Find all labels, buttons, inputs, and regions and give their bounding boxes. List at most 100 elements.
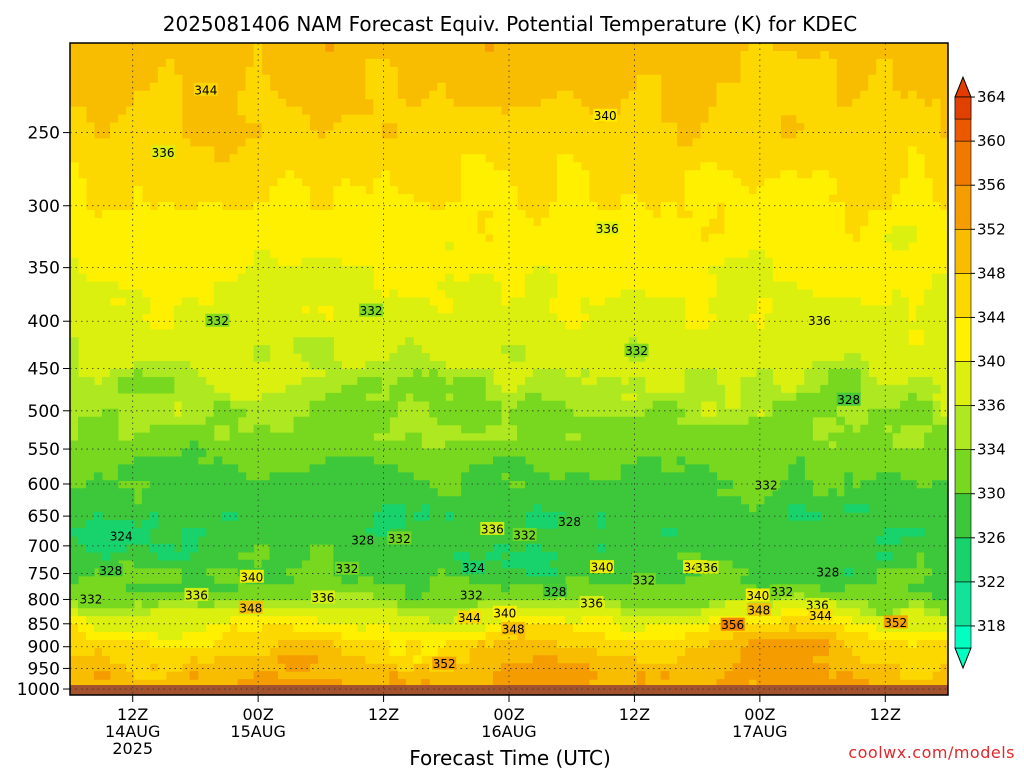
contour-label-bg <box>746 602 771 616</box>
contour-label-bg <box>808 608 833 622</box>
x-tick-label: 16AUG <box>481 722 536 741</box>
contour-label: 336 <box>152 146 175 160</box>
contour-label-bg <box>512 527 537 541</box>
contour-label: 328 <box>837 393 860 407</box>
colorbar-swatch <box>954 405 972 450</box>
chart-title: 2025081406 NAM Forecast Equiv. Potential… <box>163 12 857 36</box>
contour-label-bg <box>238 600 263 614</box>
contour-label: 356 <box>721 618 744 632</box>
colorbar-label: 356 <box>977 176 1006 194</box>
colorbar-swatch <box>954 493 972 539</box>
colorbar-swatch <box>954 361 972 406</box>
contour-label: 328 <box>99 564 122 578</box>
colorbar-swatch <box>954 537 972 583</box>
contour-label: 340 <box>240 570 263 584</box>
contour-label-bg <box>109 529 134 543</box>
theta-e-field <box>70 43 948 695</box>
x-tick-label: 12Z <box>117 705 148 724</box>
contour-label: 344 <box>458 611 481 625</box>
contour-label: 332 <box>206 314 229 328</box>
y-tick-label: 750 <box>28 565 60 585</box>
contour-label: 336 <box>185 588 208 602</box>
contour-label-bg <box>754 477 779 491</box>
contour-label-bg <box>205 313 230 327</box>
contour-label: 336 <box>695 561 718 575</box>
colorbar-swatch <box>954 581 972 627</box>
contour-label: 344 <box>809 609 832 623</box>
contour-label: 324 <box>462 561 485 575</box>
colorbar-swatch <box>954 273 972 318</box>
colorbar-label: 344 <box>977 308 1006 326</box>
y-tick-label: 850 <box>28 615 60 635</box>
contour-label: 332 <box>770 585 793 599</box>
y-tick-label: 500 <box>28 402 60 422</box>
contour-label: 332 <box>460 588 483 602</box>
contour-label: 340 <box>493 606 516 620</box>
y-tick-label: 650 <box>28 507 60 527</box>
contour-label: 328 <box>558 515 581 529</box>
contour-label: 340 <box>594 109 617 123</box>
colorbar-label: 340 <box>977 353 1006 371</box>
y-tick-label: 250 <box>28 124 60 144</box>
x-tick-label: 15AUG <box>230 722 285 741</box>
contour-label-bg <box>624 343 649 357</box>
contour-label-bg <box>720 617 745 631</box>
colorbar-label: 318 <box>977 617 1006 635</box>
colorbar-swatch <box>954 228 972 274</box>
x-tick-label: 00Z <box>744 705 775 724</box>
contour-label: 332 <box>513 528 536 542</box>
contour-label: 328 <box>544 585 567 599</box>
contour-band <box>70 337 948 625</box>
contour-label-bg <box>769 584 794 598</box>
contour-label-bg <box>745 588 770 602</box>
contour-label-bg <box>557 514 582 528</box>
contour-label-bg <box>387 531 412 545</box>
contour-label: 332 <box>79 592 102 606</box>
colorbar-swatch <box>954 140 972 186</box>
contour-label-bg <box>694 560 719 574</box>
y-tick-label: 600 <box>28 475 60 495</box>
y-tick-label: 700 <box>28 537 60 557</box>
contour-label: 348 <box>747 603 770 617</box>
contour-label-bg <box>579 595 604 609</box>
contour-label: 328 <box>816 565 839 579</box>
colorbar-swatch <box>954 449 972 495</box>
x-tick-label: 12Z <box>368 705 399 724</box>
x-tick-label: 12Z <box>619 705 650 724</box>
colorbar-label: 360 <box>977 132 1006 150</box>
colorbar-swatch <box>954 625 972 649</box>
contour-bands <box>70 43 948 695</box>
colorbar-swatch <box>954 317 972 362</box>
contour-label-bg <box>501 621 526 635</box>
contour-label: 348 <box>239 601 262 615</box>
contour-label-bg <box>805 597 830 611</box>
contour-label: 332 <box>360 304 383 318</box>
contour-label: 352 <box>433 657 456 671</box>
contour-label-bg <box>492 605 517 619</box>
y-tick-label: 950 <box>28 659 60 679</box>
y-axis: 250 300 350 400 450 500 550 600 650 700 750 800 850 9… <box>17 124 70 700</box>
contour-label-bg <box>807 313 832 327</box>
contour-label: 336 <box>596 222 619 236</box>
x-tick-label: 00Z <box>493 705 524 724</box>
colorbar-swatch <box>954 184 972 230</box>
colorbar-min-arrow <box>954 647 972 670</box>
contour-label: 336 <box>808 314 831 328</box>
y-tick-label: 450 <box>28 360 60 380</box>
ground-surface <box>70 685 948 695</box>
contour-label-bg <box>151 145 176 159</box>
contour-band <box>70 440 948 601</box>
colorbar-label: 330 <box>977 485 1006 503</box>
contour-label: 332 <box>632 573 655 587</box>
contour-label-bg <box>184 587 209 601</box>
y-tick-label: 550 <box>28 440 60 460</box>
colorbar-label: 336 <box>977 397 1006 415</box>
contour-label-bg <box>359 303 384 317</box>
colorbar-label: 364 <box>977 88 1006 106</box>
contour-label: 332 <box>388 532 411 546</box>
colorbar: 318 322 326 330 334 336 340 344 348 352 356 360 364 <box>954 75 1006 670</box>
credit-text: coolwx.com/models <box>848 743 1015 762</box>
